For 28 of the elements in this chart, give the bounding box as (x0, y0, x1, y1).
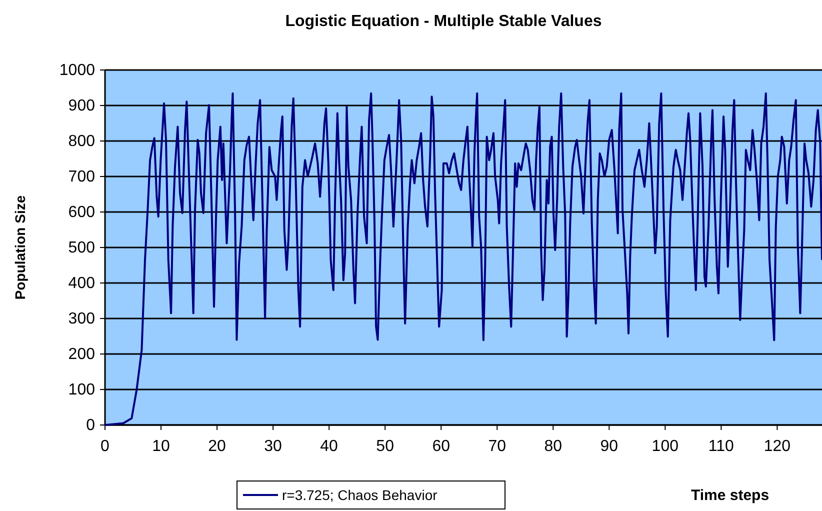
chart-title: Logistic Equation - Multiple Stable Values (285, 13, 602, 30)
y-tick-label: 0 (86, 417, 96, 434)
y-tick-label: 500 (68, 240, 96, 256)
x-axis-title: Time steps (690, 487, 770, 504)
y-tick-label: 600 (68, 204, 96, 221)
x-tick-label: 40 (320, 438, 338, 455)
x-tick-label: 120 (764, 438, 791, 455)
legend-label: r=3.725; Chaos Behavior (282, 487, 438, 503)
x-tick-label: 10 (152, 438, 170, 455)
x-tick-label: 30 (264, 438, 282, 455)
x-tick-label: 80 (544, 438, 562, 455)
x-tick-label: 70 (488, 438, 506, 455)
x-tick-label: 90 (600, 438, 618, 455)
x-tick-label: 20 (208, 438, 226, 455)
x-tick-label: 0 (100, 438, 110, 455)
y-tick-label: 400 (68, 275, 96, 292)
x-tick-label: 60 (432, 438, 450, 455)
y-tick-label: 800 (68, 133, 96, 150)
y-tick-label: 900 (68, 98, 96, 114)
y-tick-label: 300 (68, 310, 96, 328)
y-tick-label: 200 (68, 346, 96, 363)
x-tick-label: 100 (652, 438, 679, 455)
x-tick-label: 50 (376, 438, 394, 455)
y-tick-label: 100 (68, 382, 96, 398)
y-tick-label: 1000 (59, 62, 96, 79)
y-axis-title: Population Size (12, 195, 28, 300)
x-tick-label: 110 (708, 438, 734, 455)
y-tick-label: 700 (68, 168, 96, 186)
